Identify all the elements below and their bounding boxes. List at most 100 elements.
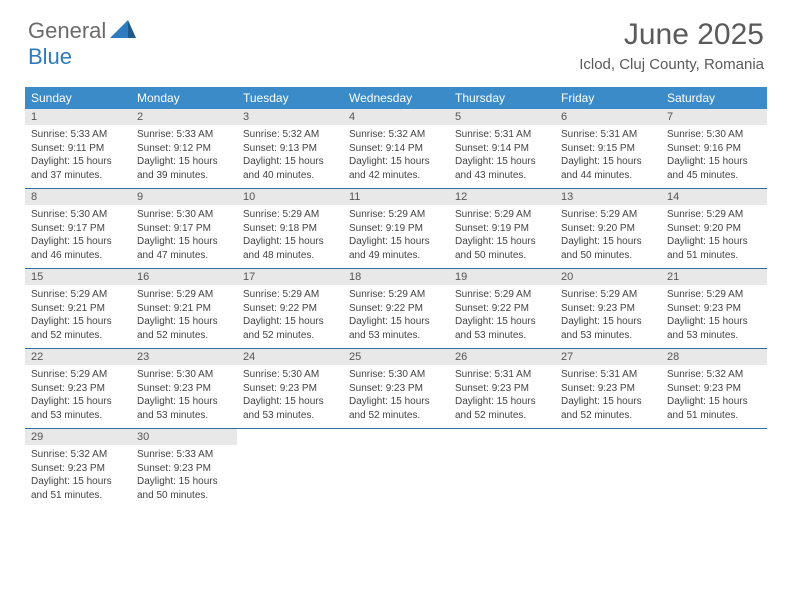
sunrise-text: Sunrise: 5:32 AM <box>667 368 761 382</box>
daylight-text: Daylight: 15 hours and 53 minutes. <box>243 395 337 422</box>
sunrise-text: Sunrise: 5:30 AM <box>349 368 443 382</box>
sunrise-text: Sunrise: 5:32 AM <box>243 128 337 142</box>
sunset-text: Sunset: 9:19 PM <box>349 222 443 236</box>
sunrise-text: Sunrise: 5:33 AM <box>31 128 125 142</box>
sunset-text: Sunset: 9:23 PM <box>561 302 655 316</box>
sunset-text: Sunset: 9:16 PM <box>667 142 761 156</box>
sunrise-text: Sunrise: 5:29 AM <box>455 288 549 302</box>
day-number: 26 <box>449 349 555 365</box>
day-number <box>237 429 343 445</box>
daylight-text: Daylight: 15 hours and 42 minutes. <box>349 155 443 182</box>
sunset-text: Sunset: 9:23 PM <box>31 382 125 396</box>
day-header-thursday: Thursday <box>449 87 555 109</box>
daylight-text: Daylight: 15 hours and 39 minutes. <box>137 155 231 182</box>
sunset-text: Sunset: 9:20 PM <box>667 222 761 236</box>
weeks-container: 1234567Sunrise: 5:33 AMSunset: 9:11 PMDa… <box>25 109 767 508</box>
sunrise-text: Sunrise: 5:30 AM <box>243 368 337 382</box>
day-number: 15 <box>25 269 131 285</box>
sunset-text: Sunset: 9:21 PM <box>31 302 125 316</box>
header: General June 2025 Iclod, Cluj County, Ro… <box>0 0 792 79</box>
day-cell: Sunrise: 5:31 AMSunset: 9:14 PMDaylight:… <box>449 125 555 188</box>
day-header-row: Sunday Monday Tuesday Wednesday Thursday… <box>25 87 767 109</box>
daylight-text: Daylight: 15 hours and 52 minutes. <box>561 395 655 422</box>
day-cell: Sunrise: 5:30 AMSunset: 9:23 PMDaylight:… <box>131 365 237 428</box>
sunset-text: Sunset: 9:11 PM <box>31 142 125 156</box>
day-cell: Sunrise: 5:29 AMSunset: 9:23 PMDaylight:… <box>555 285 661 348</box>
daylight-text: Daylight: 15 hours and 48 minutes. <box>243 235 337 262</box>
sunrise-text: Sunrise: 5:29 AM <box>561 288 655 302</box>
sunset-text: Sunset: 9:21 PM <box>137 302 231 316</box>
sunrise-text: Sunrise: 5:33 AM <box>137 128 231 142</box>
sunrise-text: Sunrise: 5:29 AM <box>31 368 125 382</box>
day-cell <box>237 445 343 508</box>
sunset-text: Sunset: 9:17 PM <box>31 222 125 236</box>
sunset-text: Sunset: 9:23 PM <box>349 382 443 396</box>
day-number: 17 <box>237 269 343 285</box>
sunset-text: Sunset: 9:23 PM <box>31 462 125 476</box>
daylight-text: Daylight: 15 hours and 52 minutes. <box>349 395 443 422</box>
day-number: 21 <box>661 269 767 285</box>
day-cell: Sunrise: 5:32 AMSunset: 9:23 PMDaylight:… <box>25 445 131 508</box>
daylight-text: Daylight: 15 hours and 52 minutes. <box>137 315 231 342</box>
day-number: 1 <box>25 109 131 125</box>
day-cell: Sunrise: 5:31 AMSunset: 9:23 PMDaylight:… <box>449 365 555 428</box>
day-number: 12 <box>449 189 555 205</box>
day-cell: Sunrise: 5:29 AMSunset: 9:23 PMDaylight:… <box>25 365 131 428</box>
day-number: 29 <box>25 429 131 445</box>
daylight-text: Daylight: 15 hours and 44 minutes. <box>561 155 655 182</box>
day-cell: Sunrise: 5:29 AMSunset: 9:23 PMDaylight:… <box>661 285 767 348</box>
day-cell: Sunrise: 5:31 AMSunset: 9:15 PMDaylight:… <box>555 125 661 188</box>
sunrise-text: Sunrise: 5:33 AM <box>137 448 231 462</box>
daylight-text: Daylight: 15 hours and 40 minutes. <box>243 155 337 182</box>
day-number: 14 <box>661 189 767 205</box>
sunrise-text: Sunrise: 5:29 AM <box>455 208 549 222</box>
sunset-text: Sunset: 9:19 PM <box>455 222 549 236</box>
day-number: 5 <box>449 109 555 125</box>
sunset-text: Sunset: 9:23 PM <box>243 382 337 396</box>
day-number: 6 <box>555 109 661 125</box>
day-number: 23 <box>131 349 237 365</box>
logo: General <box>28 18 138 44</box>
daylight-text: Daylight: 15 hours and 53 minutes. <box>455 315 549 342</box>
sunset-text: Sunset: 9:14 PM <box>455 142 549 156</box>
daylight-text: Daylight: 15 hours and 49 minutes. <box>349 235 443 262</box>
sunset-text: Sunset: 9:15 PM <box>561 142 655 156</box>
day-cell: Sunrise: 5:30 AMSunset: 9:17 PMDaylight:… <box>131 205 237 268</box>
week-row: 15161718192021Sunrise: 5:29 AMSunset: 9:… <box>25 269 767 349</box>
day-number: 27 <box>555 349 661 365</box>
day-number: 28 <box>661 349 767 365</box>
day-number: 16 <box>131 269 237 285</box>
daylight-text: Daylight: 15 hours and 50 minutes. <box>455 235 549 262</box>
sunrise-text: Sunrise: 5:29 AM <box>349 288 443 302</box>
week-row: 891011121314Sunrise: 5:30 AMSunset: 9:17… <box>25 189 767 269</box>
day-header-wednesday: Wednesday <box>343 87 449 109</box>
daylight-text: Daylight: 15 hours and 53 minutes. <box>31 395 125 422</box>
day-cell: Sunrise: 5:29 AMSunset: 9:22 PMDaylight:… <box>343 285 449 348</box>
day-cell: Sunrise: 5:32 AMSunset: 9:23 PMDaylight:… <box>661 365 767 428</box>
day-number: 11 <box>343 189 449 205</box>
title-block: June 2025 Iclod, Cluj County, Romania <box>579 18 764 73</box>
sunset-text: Sunset: 9:23 PM <box>667 382 761 396</box>
daylight-text: Daylight: 15 hours and 37 minutes. <box>31 155 125 182</box>
week-row: 1234567Sunrise: 5:33 AMSunset: 9:11 PMDa… <box>25 109 767 189</box>
day-number: 18 <box>343 269 449 285</box>
sunset-text: Sunset: 9:23 PM <box>667 302 761 316</box>
sunset-text: Sunset: 9:20 PM <box>561 222 655 236</box>
day-header-sunday: Sunday <box>25 87 131 109</box>
day-cell <box>555 445 661 508</box>
day-cell: Sunrise: 5:30 AMSunset: 9:23 PMDaylight:… <box>343 365 449 428</box>
location: Iclod, Cluj County, Romania <box>579 56 764 73</box>
day-number: 9 <box>131 189 237 205</box>
sunset-text: Sunset: 9:23 PM <box>137 382 231 396</box>
daylight-text: Daylight: 15 hours and 51 minutes. <box>667 235 761 262</box>
day-cell: Sunrise: 5:29 AMSunset: 9:18 PMDaylight:… <box>237 205 343 268</box>
day-cell: Sunrise: 5:32 AMSunset: 9:14 PMDaylight:… <box>343 125 449 188</box>
logo-text-general: General <box>28 18 106 44</box>
sunset-text: Sunset: 9:18 PM <box>243 222 337 236</box>
day-cell: Sunrise: 5:33 AMSunset: 9:12 PMDaylight:… <box>131 125 237 188</box>
sunset-text: Sunset: 9:23 PM <box>561 382 655 396</box>
day-number: 25 <box>343 349 449 365</box>
day-number: 24 <box>237 349 343 365</box>
day-number: 10 <box>237 189 343 205</box>
calendar: Sunday Monday Tuesday Wednesday Thursday… <box>25 87 767 508</box>
